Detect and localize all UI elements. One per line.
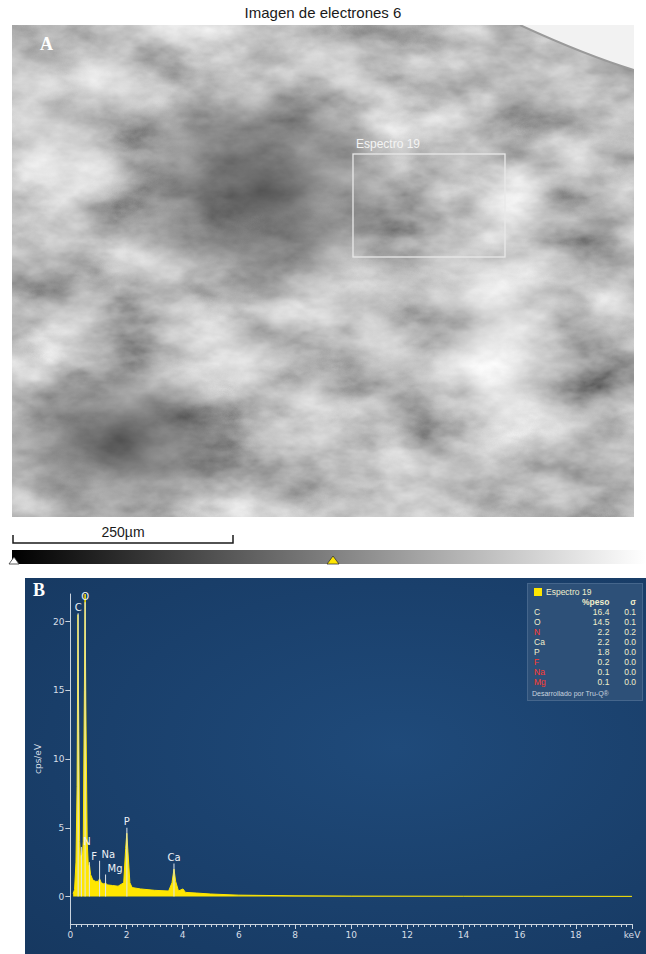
html-text:C: C — [534, 607, 541, 617]
svg-text:0: 0 — [67, 930, 73, 940]
svg-text:cps/eV: cps/eV — [33, 743, 43, 774]
svg-text:F: F — [91, 851, 97, 862]
html-text:0.1: 0.1 — [597, 677, 610, 687]
html-text:0.0: 0.0 — [624, 647, 636, 657]
svg-text:Mg: Mg — [108, 863, 123, 874]
html-text:Desarrollado por Tru-Q®: Desarrollado por Tru-Q® — [532, 690, 609, 697]
svg-text:5: 5 — [59, 823, 65, 833]
html-text:0.1: 0.1 — [624, 607, 636, 617]
svg-text:Ca: Ca — [167, 852, 180, 863]
html-text:1.8: 1.8 — [597, 647, 610, 657]
html-text:0.0: 0.0 — [624, 677, 636, 687]
html-text:0.0: 0.0 — [624, 657, 636, 667]
svg-text:12: 12 — [402, 930, 413, 940]
svg-text:N: N — [83, 836, 90, 847]
html-text:2.2: 2.2 — [597, 637, 610, 647]
svg-text:10: 10 — [345, 930, 357, 940]
html-text:0.2: 0.2 — [597, 657, 610, 667]
html-text:Na: Na — [534, 667, 545, 677]
svg-text:Na: Na — [102, 849, 116, 860]
svg-text:Imagen de electrones 6: Imagen de electrones 6 — [245, 4, 402, 21]
html-text:16.4: 16.4 — [592, 607, 610, 617]
svg-text:O: O — [81, 591, 89, 602]
html-text:σ: σ — [630, 597, 636, 607]
svg-text:15: 15 — [53, 685, 64, 695]
svg-text:10: 10 — [53, 754, 65, 764]
svg-text:4: 4 — [180, 930, 186, 940]
svg-text:8: 8 — [292, 930, 298, 940]
svg-text:6: 6 — [236, 930, 242, 940]
html-text:Mg: Mg — [534, 677, 546, 687]
html-text:%peso: %peso — [582, 597, 610, 607]
svg-text:16: 16 — [514, 930, 526, 940]
html-text:2.2: 2.2 — [597, 627, 610, 637]
html-text:14.5: 14.5 — [592, 617, 610, 627]
svg-text:20: 20 — [53, 617, 65, 627]
html-text:Espectro 19: Espectro 19 — [546, 587, 592, 597]
html-text:B: B — [33, 580, 45, 600]
html-text:P: P — [534, 647, 540, 657]
html-text:Ca: Ca — [534, 637, 545, 647]
svg-text:A: A — [40, 34, 53, 54]
svg-text:18: 18 — [570, 930, 582, 940]
svg-text:Espectro 19: Espectro 19 — [356, 137, 420, 151]
svg-text:C: C — [75, 602, 82, 613]
svg-text:250µm: 250µm — [101, 524, 144, 540]
svg-text:0: 0 — [59, 892, 65, 902]
svg-text:P: P — [124, 816, 130, 827]
svg-text:keV: keV — [624, 930, 641, 940]
html-text:0.0: 0.0 — [624, 637, 636, 647]
svg-text:2: 2 — [124, 930, 130, 940]
html-text:N: N — [534, 627, 541, 637]
svg-text:14: 14 — [458, 930, 470, 940]
html-text:F: F — [534, 657, 540, 667]
html-text:O: O — [534, 617, 541, 627]
html-text:0.1: 0.1 — [597, 667, 610, 677]
html-text:0.1: 0.1 — [624, 617, 636, 627]
html-text:0.2: 0.2 — [624, 627, 636, 637]
html-text:0.0: 0.0 — [624, 667, 636, 677]
